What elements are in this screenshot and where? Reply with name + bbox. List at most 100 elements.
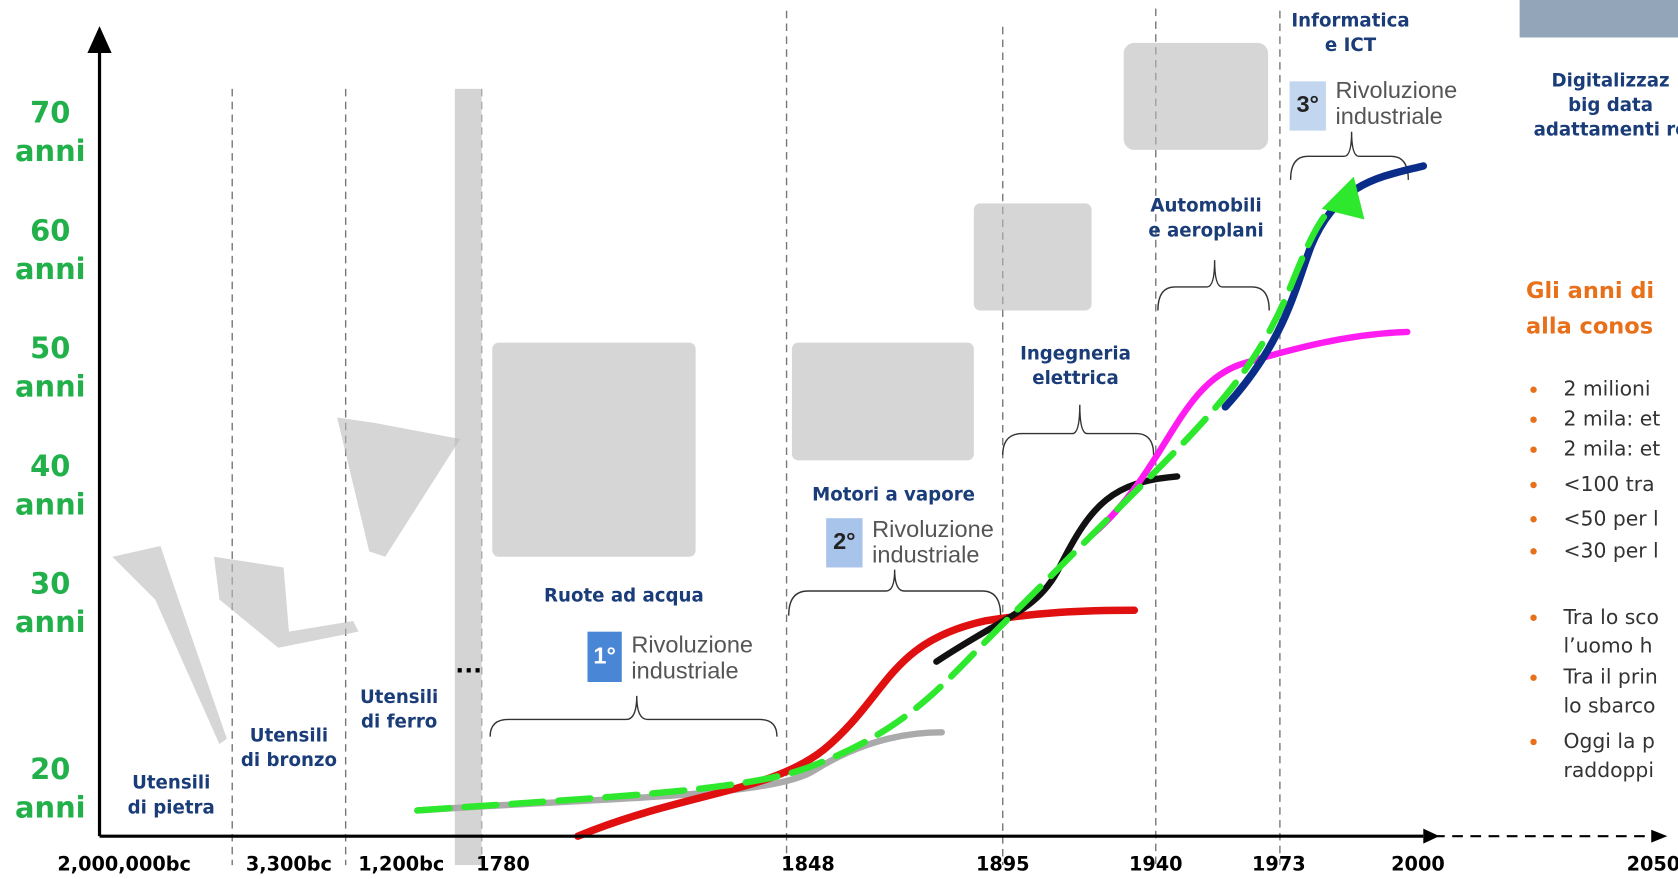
x-label: 1895: [976, 853, 1030, 876]
bullet-text-line: 2 milioni: [1563, 377, 1650, 401]
y-label-line: 50: [30, 331, 70, 365]
time-gap-band: [455, 89, 482, 865]
x-label: 2050: [1627, 853, 1678, 876]
bullet-text: <50 per l: [1563, 506, 1658, 530]
era-label-line: Automobili: [1150, 196, 1261, 217]
era-label-line: Utensili: [132, 773, 210, 794]
bullet-text: 2 mila: et: [1563, 407, 1660, 431]
bullet-dot: [1530, 739, 1536, 745]
bullet-text-line: <100 tra: [1563, 472, 1654, 496]
era-label-line: Ingegneria: [1020, 343, 1131, 364]
bullet-dot: [1530, 446, 1536, 452]
y-label-line: anni: [15, 790, 86, 824]
era-label-line: Informatica: [1291, 10, 1409, 31]
y-label: 50 anni: [15, 331, 86, 404]
stone-tool: [112, 546, 227, 744]
era-label: Utensili di pietra: [128, 773, 215, 819]
era-label-line: Ruote ad acqua: [544, 585, 704, 606]
bullet-text-line: 2 mila: et: [1563, 437, 1660, 461]
x-label: 1973: [1252, 853, 1306, 876]
x-label: 3,300bc: [246, 853, 332, 876]
y-axis-arrow: [90, 30, 109, 51]
bullet-dot: [1530, 675, 1536, 681]
water-frame: [492, 343, 695, 557]
bullet-text-line: l’uomo h: [1563, 634, 1652, 658]
revolution-label-line: Rivoluzione: [872, 516, 994, 542]
bullet-text-line: Tra lo sco: [1562, 605, 1658, 629]
bullet-text-line: 2 mila: et: [1563, 407, 1660, 431]
era-label-line: e ICT: [1325, 35, 1377, 56]
y-label-line: 60: [30, 213, 70, 247]
bullet-text-line: Oggi la p: [1563, 729, 1654, 753]
bronze-tool: [214, 557, 358, 648]
era-label-line: Utensili: [360, 687, 438, 708]
era-label-line: adattamenti re: [1534, 120, 1678, 141]
brace: [1158, 260, 1269, 310]
bullet-text: Oggi la p raddoppi: [1563, 729, 1654, 782]
era-label: Automobili e aeroplani: [1148, 196, 1263, 242]
bullet-text: <100 tra: [1563, 472, 1654, 496]
era-label-line: Utensili: [250, 726, 328, 747]
revolution-label: Rivoluzioneindustriale: [1336, 77, 1458, 129]
bullet-dot: [1530, 615, 1536, 621]
bullet-text: 2 mila: et: [1563, 437, 1660, 461]
y-label: 20 anni: [15, 752, 86, 825]
revolution-label-line: industriale: [1336, 103, 1443, 129]
era-label-line: elettrica: [1032, 368, 1119, 389]
ellipsis: ...: [455, 650, 482, 678]
revolution-number: 1°: [593, 643, 615, 669]
era-label-line: di bronzo: [241, 750, 337, 771]
steam-engine: [792, 343, 974, 461]
x-label: 1848: [781, 853, 835, 876]
era-label-line: di pietra: [128, 797, 215, 818]
y-label-line: 70: [30, 96, 70, 130]
revolution-label-line: industriale: [872, 542, 979, 568]
brace: [789, 570, 1001, 616]
bullet-text-line: lo sbarco: [1563, 694, 1655, 718]
panel-title-line: alla conos: [1526, 313, 1653, 339]
car: [1124, 43, 1268, 150]
bullet-text-line: raddoppi: [1563, 758, 1653, 782]
era-label: Motori a vapore: [812, 485, 975, 506]
era-label: Utensili di bronzo: [241, 726, 337, 772]
bullet-dot: [1530, 548, 1536, 554]
era-label: Ruote ad acqua: [544, 585, 704, 606]
bullet-dot: [1530, 482, 1536, 488]
era-label-line: di ferro: [361, 712, 437, 733]
computer-image: [1520, 0, 1678, 37]
bullet-text-line: <30 per l: [1563, 538, 1658, 562]
y-label-line: anni: [15, 370, 86, 404]
era-label: Informatica e ICT: [1291, 10, 1409, 56]
revolution-label-line: industriale: [631, 658, 738, 684]
era-label: Utensili di ferro: [360, 687, 438, 733]
bullet-text: 2 milioni: [1563, 377, 1650, 401]
x-label: 1940: [1129, 853, 1183, 876]
revolution-number: 2°: [833, 528, 855, 554]
illustrations: [112, 0, 1678, 744]
y-label-line: 30: [30, 567, 70, 601]
iron-tools: [337, 418, 460, 557]
y-label-line: anni: [15, 487, 86, 521]
revolution-label-line: Rivoluzione: [631, 632, 753, 658]
bullet-text: Tra lo sco l’uomo h: [1562, 605, 1658, 658]
revolution-label-line: Rivoluzione: [1336, 77, 1458, 103]
dynamo: [974, 203, 1092, 310]
diagram: 70anni60anni50anni40anni30anni20anni2,00…: [0, 0, 1678, 879]
brace: [490, 696, 777, 737]
era-label-line: Motori a vapore: [812, 485, 975, 506]
era-label-line: big data: [1568, 95, 1653, 116]
bullet-text: <30 per l: [1563, 538, 1658, 562]
x-label: 2,000,000bc: [57, 853, 191, 876]
y-label-line: 20: [30, 752, 70, 786]
y-label-line: anni: [15, 605, 86, 639]
bullet-dot: [1530, 416, 1536, 422]
era-label-line: e aeroplani: [1148, 220, 1263, 241]
x-label: 1780: [476, 853, 530, 876]
